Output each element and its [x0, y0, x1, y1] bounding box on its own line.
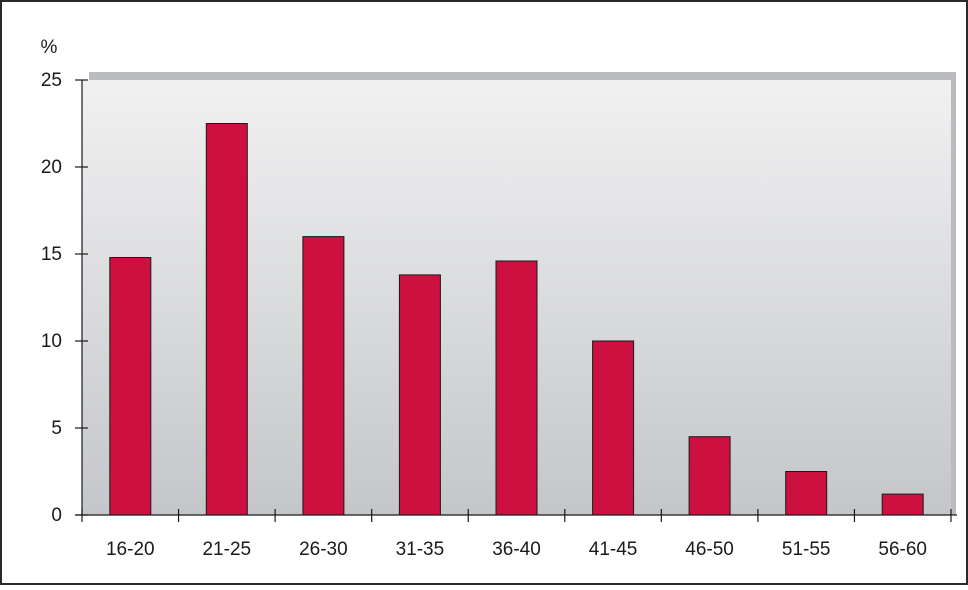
y-tick-label: 10 — [41, 331, 62, 352]
x-tick-label: 16-20 — [106, 539, 155, 560]
bar-41-45 — [592, 340, 635, 516]
axes-group — [76, 80, 957, 516]
y-tick-label: 15 — [41, 244, 62, 265]
x-tick-label: 26-30 — [299, 539, 348, 560]
bar-36-40 — [495, 260, 538, 516]
bars-group — [109, 123, 924, 516]
x-ticks-group: 16-20 21-25 26-30 31-35 36-40 41-45 46-50 51-55… — [81, 509, 952, 560]
x-tick-label: 46-50 — [685, 539, 734, 560]
y-tick-label: 25 — [41, 70, 62, 91]
x-tick-label: 31-35 — [396, 539, 445, 560]
y-tick-label: 20 — [41, 157, 62, 178]
x-tick-label: 21-25 — [202, 539, 251, 560]
y-tick-label: 0 — [51, 505, 62, 526]
bar-56-60 — [881, 493, 924, 516]
x-tick-label: 56-60 — [878, 539, 927, 560]
bar-46-50 — [688, 436, 731, 516]
x-tick-label: 51-55 — [782, 539, 831, 560]
bar-21-25 — [205, 123, 248, 516]
x-tick-label: 41-45 — [589, 539, 638, 560]
y-axis-unit-label: % — [41, 37, 58, 58]
y-ticks-group: 0 5 10 15 20 25 — [41, 70, 88, 526]
y-tick-label: 5 — [51, 418, 62, 439]
bar-51-55 — [785, 471, 828, 516]
bar-26-30 — [302, 236, 345, 516]
x-tick-label: 36-40 — [492, 539, 541, 560]
bar-31-35 — [398, 274, 441, 516]
bar-16-20 — [109, 257, 152, 516]
